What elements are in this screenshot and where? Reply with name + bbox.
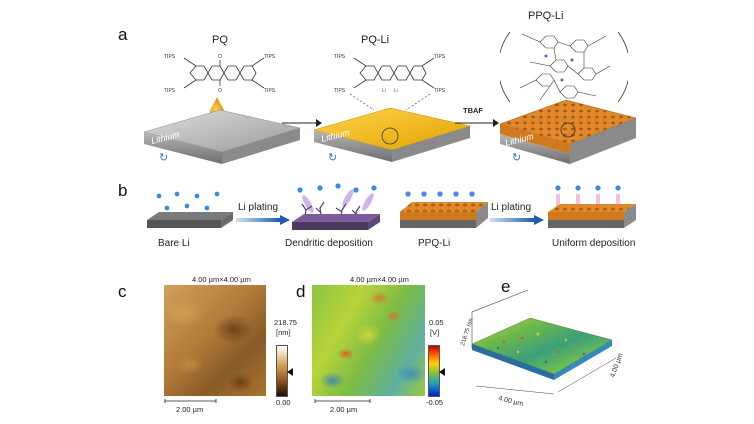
axis-y-label: 4.00 µm xyxy=(609,352,624,378)
tips-label-3: TIPS xyxy=(264,54,276,60)
scale-label-c: 2.00 µm xyxy=(176,405,204,414)
dendritic-label: Dendritic deposition xyxy=(285,238,373,249)
pq-molecule: O O TIPS TIPS TIPS TIPS xyxy=(164,54,276,94)
colorbar-c-max: 218.75 xyxy=(274,318,297,327)
arrow-b-1 xyxy=(236,215,290,225)
lithium-block-2: Lithium xyxy=(313,107,471,162)
arrow-a-1 xyxy=(282,119,322,127)
colorbar-d-max: 0.05 xyxy=(429,318,444,327)
bare-li-block xyxy=(147,191,233,228)
colorbar-c-unit: [nm] xyxy=(276,328,291,337)
pq-label: PQ xyxy=(212,34,228,46)
li-plating-label-1: Li plating xyxy=(238,202,279,213)
tips-label-8: TIPS xyxy=(434,88,446,94)
tips-label-2: TIPS xyxy=(164,88,176,94)
tips-label-6: TIPS xyxy=(334,88,346,94)
svg-text:O: O xyxy=(218,54,222,60)
dendritic-block xyxy=(292,183,380,230)
li-label-1: Li xyxy=(382,88,386,94)
colorbar-c-pointer xyxy=(287,368,293,376)
arrow-a-2 xyxy=(455,119,499,127)
ppq-li-label: PPQ-Li xyxy=(528,10,564,22)
panel-a-letter: a xyxy=(118,25,128,44)
tips-label-4: TIPS xyxy=(264,88,276,94)
panel-d-title: 4.00 µm×4.00 µm xyxy=(350,275,409,284)
svg-text:O: O xyxy=(218,88,222,94)
tips-label-5: TIPS xyxy=(334,54,346,60)
afm-height-map xyxy=(164,285,266,396)
tips-label-1: TIPS xyxy=(164,54,176,60)
pq-li-label: PQ-Li xyxy=(361,34,390,46)
panel-c-title: 4.00 µm×4.00 µm xyxy=(192,275,251,284)
scale-bar-d xyxy=(314,399,371,403)
panel-b-letter: b xyxy=(118,181,128,200)
colorbar-d-pointer xyxy=(439,368,445,376)
colorbar-d-min: -0.05 xyxy=(426,398,444,407)
lithium-block-1: Lithium xyxy=(143,109,301,164)
afm-3d-surface: 218.75 nm 4.00 µm 4.00 µm xyxy=(460,289,625,408)
scale-bar-c xyxy=(164,399,217,403)
rotate-icon-2: ↻ xyxy=(328,152,338,164)
pq-li-molecule: TIPS TIPS TIPS TIPS Li Li xyxy=(334,54,446,110)
tbaf-label: TBAF xyxy=(463,106,483,115)
ppq-li-network xyxy=(500,31,628,103)
lithium-block-3: Lithium xyxy=(499,99,637,164)
panel-e-letter: e xyxy=(501,277,511,296)
afm-potential-map xyxy=(312,285,425,396)
arrow-b-2 xyxy=(490,215,544,225)
colorbar-c-min: 0.00 xyxy=(276,398,291,407)
panel-d-letter: d xyxy=(296,282,306,301)
uniform-block xyxy=(548,185,636,228)
scale-label-d: 2.00 µm xyxy=(330,405,358,414)
ppq-li-block-b xyxy=(400,191,488,228)
panel-c-letter: c xyxy=(118,282,127,301)
li-label-2: Li xyxy=(394,88,398,94)
axis-x-label: 4.00 µm xyxy=(498,395,525,408)
bare-li-label: Bare Li xyxy=(158,238,190,249)
colorbar-d-unit: [V] xyxy=(430,328,440,337)
rotate-icon-3: ↻ xyxy=(512,152,522,164)
rotate-icon-1: ↻ xyxy=(159,152,169,164)
ppq-li-label-b: PPQ-Li xyxy=(418,238,451,249)
axis-z-label: 218.75 nm xyxy=(460,318,474,347)
tips-label-7: TIPS xyxy=(434,54,446,60)
li-plating-label-2: Li plating xyxy=(491,202,532,213)
uniform-label: Uniform deposition xyxy=(552,238,636,249)
